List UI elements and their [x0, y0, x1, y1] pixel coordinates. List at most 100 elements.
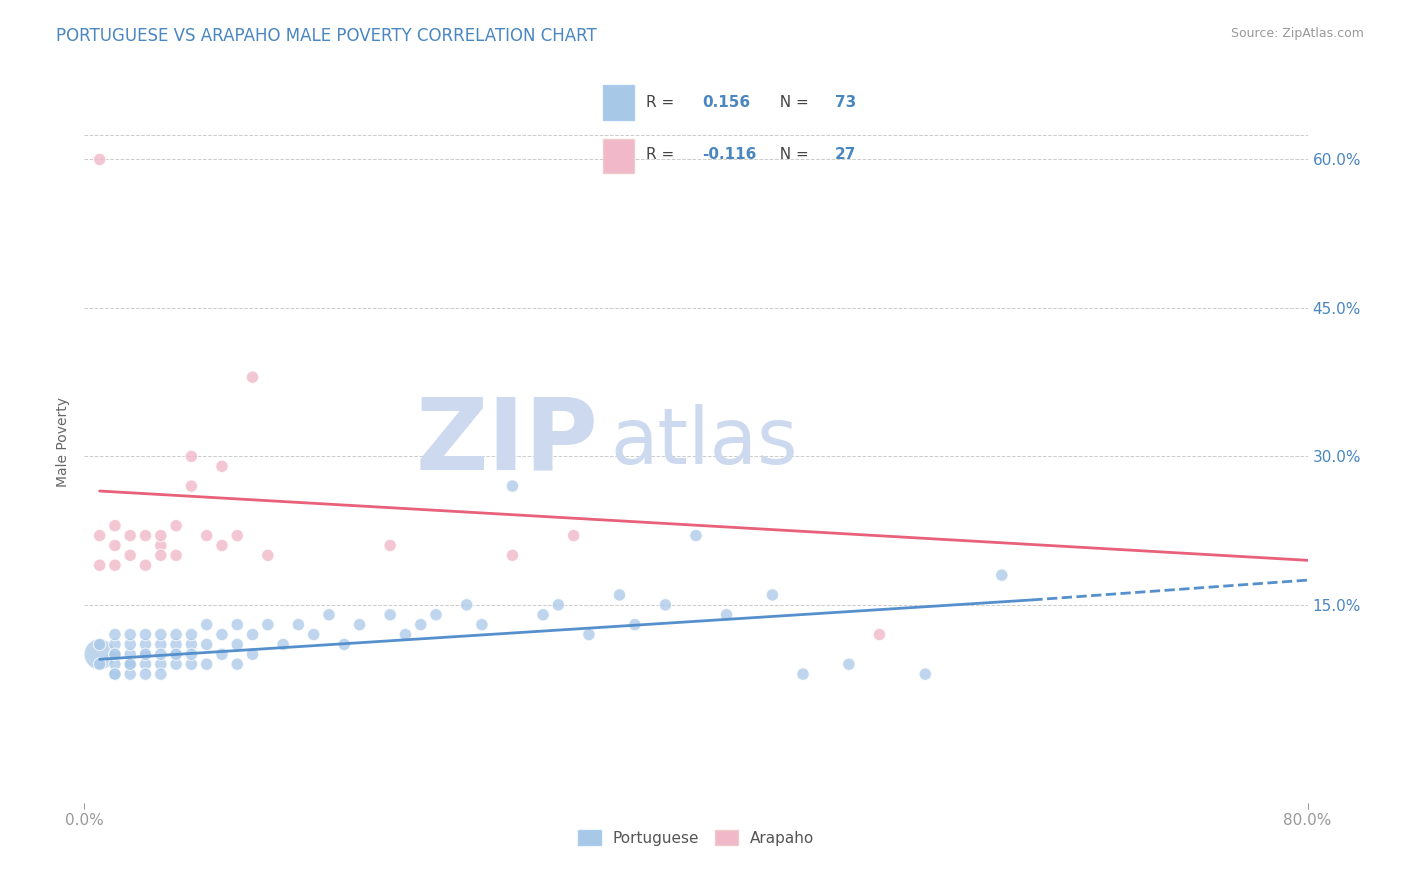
- Point: [104, 657, 127, 672]
- Point: [165, 657, 187, 672]
- Point: [135, 637, 157, 651]
- Point: [104, 539, 127, 553]
- Point: [914, 667, 936, 681]
- Point: [394, 627, 416, 641]
- Point: [120, 657, 142, 672]
- Point: [120, 657, 142, 672]
- Text: -0.116: -0.116: [702, 147, 756, 162]
- Point: [991, 568, 1014, 582]
- Point: [180, 648, 202, 662]
- Point: [165, 648, 187, 662]
- Point: [149, 637, 172, 651]
- Legend: Portuguese, Arapaho: Portuguese, Arapaho: [578, 830, 814, 846]
- Point: [211, 627, 233, 641]
- Point: [211, 539, 233, 553]
- Point: [211, 648, 233, 662]
- Point: [195, 657, 218, 672]
- Point: [195, 528, 218, 542]
- Text: atlas: atlas: [610, 403, 797, 480]
- Point: [165, 518, 187, 533]
- Text: R =: R =: [647, 95, 679, 111]
- Point: [180, 450, 202, 464]
- Point: [135, 648, 157, 662]
- Point: [226, 637, 249, 651]
- Point: [654, 598, 676, 612]
- Bar: [603, 138, 634, 173]
- Point: [716, 607, 738, 622]
- Point: [409, 617, 432, 632]
- Point: [242, 648, 264, 662]
- Point: [165, 637, 187, 651]
- Point: [135, 648, 157, 662]
- Point: [89, 558, 111, 573]
- Point: [242, 370, 264, 384]
- Point: [531, 607, 554, 622]
- Point: [271, 637, 294, 651]
- Point: [135, 667, 157, 681]
- Point: [104, 627, 127, 641]
- Point: [456, 598, 478, 612]
- Point: [149, 657, 172, 672]
- Point: [180, 627, 202, 641]
- Point: [195, 617, 218, 632]
- Point: [104, 648, 127, 662]
- Text: 27: 27: [835, 147, 856, 162]
- Point: [165, 648, 187, 662]
- Point: [471, 617, 494, 632]
- Point: [333, 637, 356, 651]
- Y-axis label: Male Poverty: Male Poverty: [56, 397, 70, 486]
- Point: [120, 627, 142, 641]
- Text: N =: N =: [770, 95, 814, 111]
- Point: [135, 627, 157, 641]
- Point: [149, 667, 172, 681]
- Point: [149, 648, 172, 662]
- Point: [502, 479, 524, 493]
- Point: [257, 617, 280, 632]
- Point: [120, 648, 142, 662]
- Point: [180, 637, 202, 651]
- Point: [135, 558, 157, 573]
- Point: [104, 558, 127, 573]
- Text: PORTUGUESE VS ARAPAHO MALE POVERTY CORRELATION CHART: PORTUGUESE VS ARAPAHO MALE POVERTY CORRE…: [56, 27, 598, 45]
- Text: ZIP: ZIP: [415, 393, 598, 490]
- Point: [792, 667, 814, 681]
- Point: [257, 549, 280, 563]
- Point: [349, 617, 371, 632]
- Point: [685, 528, 707, 542]
- Point: [149, 549, 172, 563]
- Point: [120, 549, 142, 563]
- Point: [104, 667, 127, 681]
- Point: [761, 588, 783, 602]
- Point: [89, 153, 111, 167]
- Point: [562, 528, 585, 542]
- Point: [226, 657, 249, 672]
- Point: [318, 607, 340, 622]
- Point: [287, 617, 309, 632]
- Point: [149, 539, 172, 553]
- Point: [135, 657, 157, 672]
- Point: [195, 637, 218, 651]
- Text: 73: 73: [835, 95, 856, 111]
- Point: [89, 648, 111, 662]
- Point: [104, 637, 127, 651]
- Bar: [603, 86, 634, 120]
- Point: [302, 627, 325, 641]
- Point: [242, 627, 264, 641]
- Point: [149, 627, 172, 641]
- Point: [226, 528, 249, 542]
- Point: [226, 617, 249, 632]
- Point: [180, 479, 202, 493]
- Point: [165, 627, 187, 641]
- Point: [165, 549, 187, 563]
- Point: [502, 549, 524, 563]
- Point: [380, 539, 402, 553]
- Point: [425, 607, 447, 622]
- Point: [89, 528, 111, 542]
- Point: [149, 528, 172, 542]
- Text: 0.156: 0.156: [702, 95, 749, 111]
- Point: [578, 627, 600, 641]
- Point: [104, 648, 127, 662]
- Point: [120, 637, 142, 651]
- Point: [547, 598, 569, 612]
- Point: [180, 657, 202, 672]
